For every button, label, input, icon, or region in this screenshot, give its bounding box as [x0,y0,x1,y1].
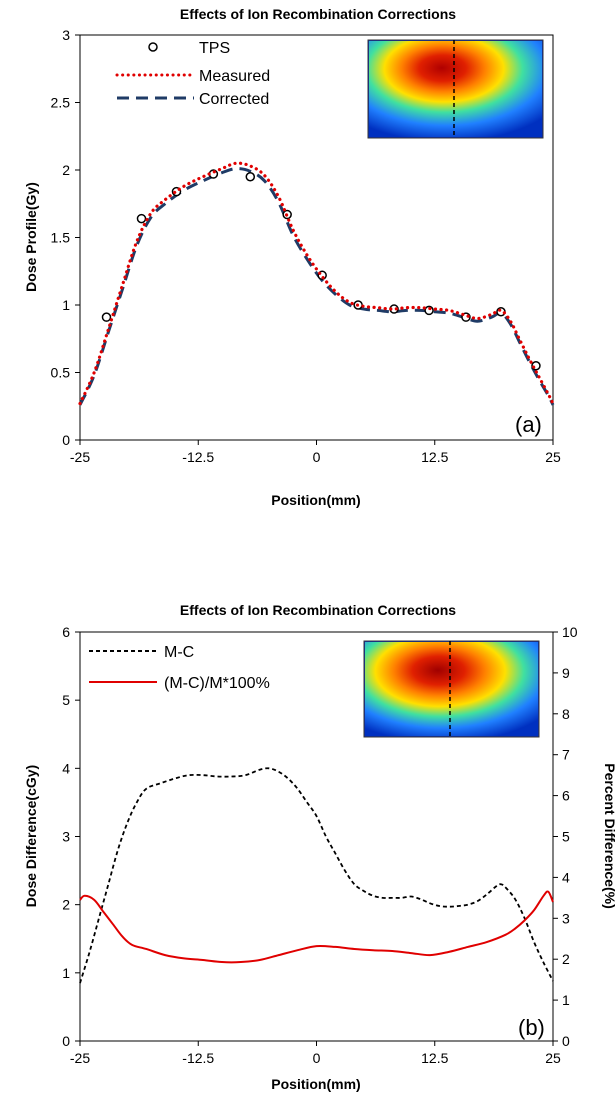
x-tick-label: 12.5 [421,1050,448,1066]
y-tick-label: 1.5 [51,230,71,246]
y-tick-label: 3 [62,27,70,43]
chart-a-y-ticks: 0 0.5 1 1.5 2 2.5 3 [51,27,80,448]
tps-point [245,172,256,182]
chart-b-y-ticks: 0 1 2 3 4 5 6 [62,624,80,1049]
x-tick-label: 25 [545,1050,561,1066]
chart-b-y-axis-label: Dose Difference(cGy) [23,765,39,907]
y-tick-label: 5 [62,692,70,708]
y-tick-label: 2 [62,897,70,913]
chart-a-series [78,161,555,406]
x-tick-label: -12.5 [182,1050,214,1066]
y-tick-label: 6 [62,624,70,640]
y2-tick-label: 7 [562,747,570,763]
legend-measured-label: Measured [199,68,270,85]
x-tick-label: 12.5 [421,449,448,465]
legend-tps-label: TPS [199,40,230,57]
chart-a-title: Effects of Ion Recombination Corrections [180,6,456,22]
chart-a-x-axis-label: Position(mm) [271,492,360,508]
chart-b-x-ticks: -25 -12.5 0 12.5 25 [70,1041,561,1066]
y2-tick-label: 1 [562,992,570,1008]
y-tick-label: 4 [62,760,70,776]
y2-tick-label: 5 [562,829,570,845]
tps-point [136,213,147,224]
y2-tick-label: 9 [562,665,570,681]
chart-b-title: Effects of Ion Recombination Corrections [180,602,456,618]
legend-pct-label: (M-C)/M*100% [164,675,270,692]
chart-a-y-axis-label: Dose Profile(Gy) [23,182,39,292]
series-percent-line [79,890,554,964]
chart-b-panel-label: (b) [518,1015,545,1040]
chart-b-series [79,767,554,984]
y2-tick-label: 4 [562,869,570,885]
x-tick-label: -25 [70,449,90,465]
x-tick-label: 0 [313,1050,321,1066]
x-tick-label: 0 [313,449,321,465]
y2-tick-label: 2 [562,951,570,967]
y-tick-label: 1 [62,297,70,313]
y-tick-label: 2.5 [51,95,71,111]
chart-a-x-ticks: -25 -12.5 0 12.5 25 [70,440,561,465]
y-tick-label: 0 [62,432,70,448]
y-tick-label: 1 [62,965,70,981]
chart-a-legend: TPS Measured Corrected [115,40,270,108]
y-tick-label: 0 [62,1033,70,1049]
y2-tick-label: 6 [562,788,570,804]
chart-b: Effects of Ion Recombination Corrections… [23,602,616,1092]
y2-tick-label: 10 [562,624,578,640]
y2-tick-label: 3 [562,910,570,926]
series-tps [101,169,541,371]
chart-a-panel-label: (a) [515,412,542,437]
y2-tick-label: 0 [562,1033,570,1049]
chart-b-y2-ticks: 0 1 2 3 4 5 6 7 8 9 10 [553,624,578,1049]
series-mc-line [79,767,554,984]
y2-tick-label: 8 [562,706,570,722]
x-tick-label: -12.5 [182,449,214,465]
y-tick-label: 3 [62,829,70,845]
series-measured-line [78,161,555,406]
legend-mc-label: M-C [164,644,194,661]
tps-point [101,312,112,322]
y-tick-label: 2 [62,162,70,178]
chart-a-inset-heatmap [367,39,544,139]
x-tick-label: 25 [545,449,561,465]
chart-b-y2-axis-label: Percent Difference(%) [602,763,616,909]
chart-b-legend: M-C (M-C)/M*100% [89,644,270,692]
x-tick-label: -25 [70,1050,90,1066]
chart-b-inset-heatmap [363,640,540,738]
chart-a: Effects of Ion Recombination Corrections… [23,6,561,508]
series-corrected-line [78,167,555,406]
y-tick-label: 0.5 [51,365,71,381]
chart-b-x-axis-label: Position(mm) [271,1076,360,1092]
legend-tps-marker [148,42,158,52]
legend-corrected-label: Corrected [199,91,269,108]
